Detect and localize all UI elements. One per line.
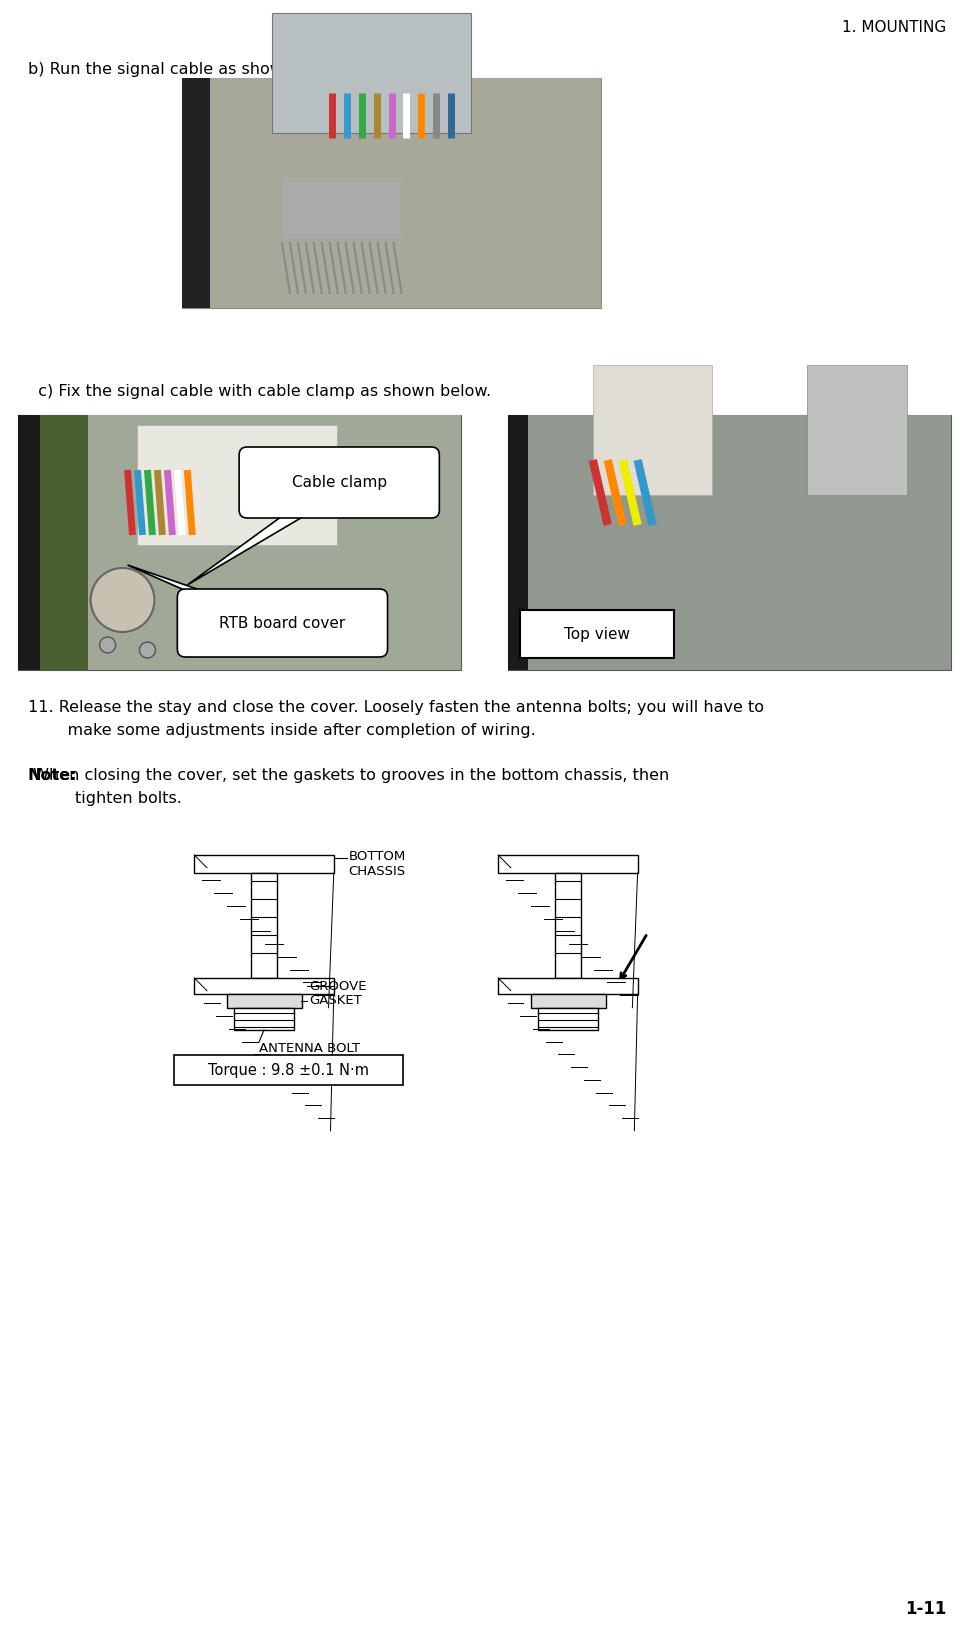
Circle shape (139, 641, 156, 658)
Bar (182, 78, 600, 308)
Bar (498, 855, 637, 873)
FancyBboxPatch shape (239, 447, 440, 517)
Bar (234, 1009, 294, 1030)
Bar (18, 415, 97, 671)
Text: Note:: Note: (28, 769, 78, 783)
Polygon shape (187, 509, 314, 584)
Text: Torque : 9.8 ±0.1 N·m: Torque : 9.8 ±0.1 N·m (208, 1062, 370, 1077)
Text: BOTTOM
CHASSIS: BOTTOM CHASSIS (348, 850, 406, 878)
Polygon shape (127, 565, 220, 597)
Bar (18, 415, 40, 671)
Bar (555, 873, 581, 978)
Bar (593, 366, 712, 494)
Circle shape (90, 568, 155, 632)
Text: GROOVE: GROOVE (308, 979, 367, 992)
Text: 1. MOUNTING: 1. MOUNTING (843, 20, 947, 34)
Text: 11. Release the stay and close the cover. Loosely fasten the antenna bolts; you : 11. Release the stay and close the cover… (28, 700, 764, 715)
Bar (251, 873, 277, 978)
Bar (174, 1054, 404, 1085)
Bar (18, 415, 461, 671)
Bar (508, 415, 952, 671)
Bar (227, 994, 302, 1009)
Bar (182, 78, 210, 308)
Text: Cable clamp: Cable clamp (292, 475, 387, 490)
FancyBboxPatch shape (177, 589, 387, 658)
Bar (210, 78, 600, 308)
Bar (195, 855, 334, 873)
Text: GASKET: GASKET (308, 994, 362, 1007)
Bar (195, 978, 334, 994)
Bar (272, 13, 471, 132)
Bar (282, 178, 402, 238)
Text: tighten bolts.: tighten bolts. (75, 792, 182, 806)
Bar (508, 415, 528, 671)
Text: 1-11: 1-11 (905, 1599, 947, 1617)
Bar (807, 366, 907, 494)
Text: Top view: Top view (564, 627, 631, 641)
Bar (137, 424, 337, 545)
Bar (538, 1009, 597, 1030)
Bar (88, 415, 461, 671)
Bar (528, 415, 952, 671)
Text: When closing the cover, set the gaskets to grooves in the bottom chassis, then: When closing the cover, set the gaskets … (28, 769, 669, 783)
Text: make some adjustments inside after completion of wiring.: make some adjustments inside after compl… (47, 723, 535, 738)
Bar (520, 610, 674, 658)
Bar (498, 978, 637, 994)
Circle shape (99, 636, 116, 653)
Text: c) Fix the signal cable with cable clamp as shown below.: c) Fix the signal cable with cable clamp… (28, 384, 491, 398)
Bar (531, 994, 606, 1009)
Text: b) Run the signal cable as shown below.: b) Run the signal cable as shown below. (28, 62, 349, 77)
Text: ANTENNA BOLT: ANTENNA BOLT (259, 1041, 360, 1054)
Text: RTB board cover: RTB board cover (219, 615, 345, 630)
